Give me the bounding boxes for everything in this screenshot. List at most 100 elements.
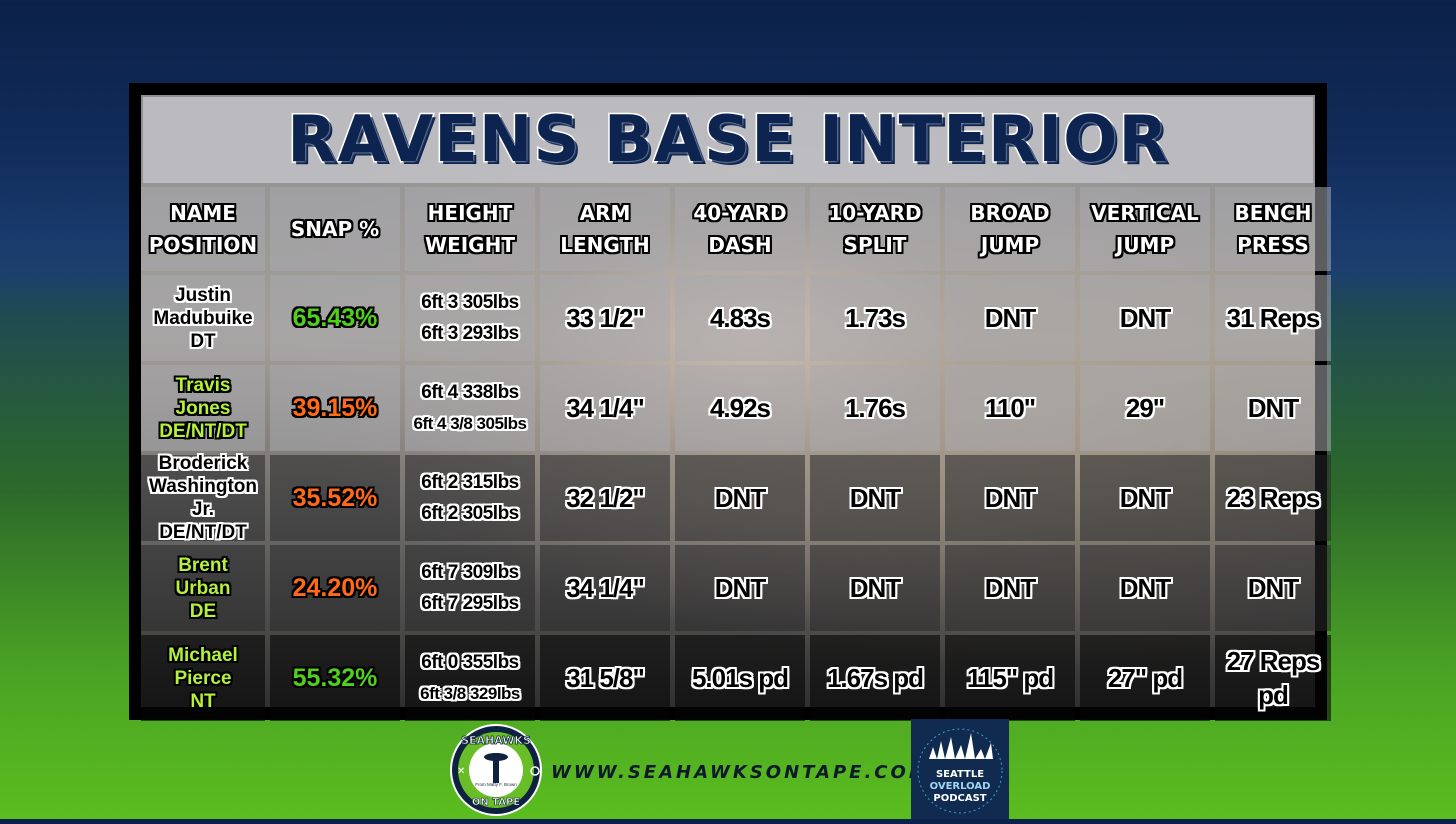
player-name-line: DE bbox=[189, 600, 217, 622]
player-name-line: DE/NT/DT bbox=[159, 522, 247, 543]
height-weight-cell: 6ft 0 355lbs 6ft 3/8 329lbs bbox=[405, 635, 535, 721]
snap-percent: 39.15% bbox=[292, 393, 378, 422]
bench-cell: DNT bbox=[1215, 365, 1331, 451]
broad-cell: DNT bbox=[945, 455, 1075, 541]
column-header-label: WEIGHT bbox=[425, 233, 515, 257]
column-header: SNAP % bbox=[270, 187, 400, 271]
height-weight-line: 6ft 3 293lbs bbox=[421, 323, 519, 344]
arm-cell: 31 5/8" bbox=[540, 635, 670, 721]
height-weight-line: 6ft 4 338lbs bbox=[421, 382, 519, 403]
player-name-line: Travis bbox=[175, 374, 231, 396]
player-name-line: Pierce bbox=[174, 667, 232, 689]
split-value: DNT bbox=[849, 483, 901, 513]
arm-cell: 33 1/2" bbox=[540, 275, 670, 361]
broad-value: DNT bbox=[984, 573, 1036, 603]
vertical-value: DNT bbox=[1119, 303, 1171, 333]
column-header: VERTICAL JUMP bbox=[1080, 187, 1210, 271]
column-header-label: POSITION bbox=[148, 233, 258, 257]
snap-percent-cell: 65.43% bbox=[270, 275, 400, 361]
title-bar: RAVENS BASE INTERIOR bbox=[143, 97, 1313, 183]
svg-text:✕: ✕ bbox=[457, 766, 465, 777]
vertical-value: 29" bbox=[1125, 393, 1165, 423]
vertical-cell: DNT bbox=[1080, 275, 1210, 361]
arm-value: 34 1/4" bbox=[566, 393, 645, 423]
dash-value: DNT bbox=[714, 573, 766, 603]
seahawks-on-tape-logo: SEAHAWKS From Matty F. Brown ON TAPE ✕ bbox=[449, 723, 543, 817]
player-name-line: DT bbox=[190, 330, 216, 352]
dash-cell: DNT bbox=[675, 455, 805, 541]
snap-percent-cell: 35.52% bbox=[270, 455, 400, 541]
snap-percent: 24.20% bbox=[292, 573, 378, 602]
arm-value: 33 1/2" bbox=[566, 303, 645, 333]
split-cell: 1.67s pd bbox=[810, 635, 940, 721]
snap-percent-cell: 24.20% bbox=[270, 545, 400, 631]
vertical-value: DNT bbox=[1119, 573, 1171, 603]
stats-table: NAME POSITION SNAP % HEIGHT WEIGHT ARM LENGTH 4… bbox=[141, 187, 1331, 721]
split-cell: DNT bbox=[810, 545, 940, 631]
height-weight-cell: 6ft 7 309lbs 6ft 7 295lbs bbox=[405, 545, 535, 631]
column-header-label: SNAP % bbox=[290, 217, 380, 241]
arm-value: 32 1/2" bbox=[566, 483, 645, 513]
column-header-label: 10-YARD bbox=[828, 201, 922, 225]
logo-left-bottom: ON TAPE bbox=[472, 797, 520, 808]
player-name-line: DE/NT/DT bbox=[159, 420, 247, 442]
column-header: 10-YARD SPLIT bbox=[810, 187, 940, 271]
column-header-label: PRESS bbox=[1237, 233, 1309, 257]
bench-value: pd bbox=[1258, 680, 1289, 710]
snap-percent: 65.43% bbox=[292, 303, 378, 332]
split-cell: 1.73s bbox=[810, 275, 940, 361]
column-header-label: SPLIT bbox=[843, 233, 907, 257]
bench-value: 27 Reps bbox=[1226, 646, 1321, 676]
broad-value: DNT bbox=[984, 303, 1036, 333]
column-header-label: LENGTH bbox=[560, 233, 650, 257]
dash-value: 4.83s bbox=[709, 303, 771, 333]
vertical-cell: 27" pd bbox=[1080, 635, 1210, 721]
vertical-cell: 29" bbox=[1080, 365, 1210, 451]
vertical-value: DNT bbox=[1119, 483, 1171, 513]
player-name-cell: Travis Jones DE/NT/DT bbox=[141, 365, 265, 451]
broad-cell: 115" pd bbox=[945, 635, 1075, 721]
bench-value: 23 Reps bbox=[1226, 483, 1321, 513]
logo-left-sub: From Matty F. Brown bbox=[475, 782, 517, 787]
column-header-label: NAME bbox=[170, 201, 236, 225]
player-name-cell: Justin Madubuike DT bbox=[141, 275, 265, 361]
website-url[interactable]: WWW.SEAHAWKSONTAPE.COM bbox=[551, 762, 930, 783]
logo-left-top: SEAHAWKS bbox=[461, 734, 531, 747]
logo-right-line3: PODCAST bbox=[933, 793, 986, 804]
bench-cell: 23 Reps bbox=[1215, 455, 1331, 541]
column-header-label: HEIGHT bbox=[427, 201, 513, 225]
bench-cell: DNT bbox=[1215, 545, 1331, 631]
snap-percent: 35.52% bbox=[292, 483, 378, 512]
arm-cell: 34 1/4" bbox=[540, 545, 670, 631]
vertical-cell: DNT bbox=[1080, 545, 1210, 631]
column-header-label: JUMP bbox=[1115, 233, 1175, 257]
height-weight-line: 6ft 2 305lbs bbox=[421, 503, 519, 524]
bench-value: DNT bbox=[1247, 573, 1299, 603]
broad-value: 110" bbox=[984, 393, 1036, 423]
snap-percent-cell: 39.15% bbox=[270, 365, 400, 451]
player-name-line: Urban bbox=[175, 577, 231, 599]
dash-cell: 4.92s bbox=[675, 365, 805, 451]
height-weight-line: 6ft 2 315lbs bbox=[421, 472, 519, 493]
bench-cell: 31 Reps bbox=[1215, 275, 1331, 361]
split-value: 1.67s pd bbox=[826, 663, 924, 693]
player-name-line: Washington Jr. bbox=[149, 476, 257, 520]
dash-value: DNT bbox=[714, 483, 766, 513]
player-name-cell: Brent Urban DE bbox=[141, 545, 265, 631]
column-header-label: BENCH bbox=[1234, 201, 1312, 225]
arm-cell: 34 1/4" bbox=[540, 365, 670, 451]
broad-cell: DNT bbox=[945, 275, 1075, 361]
snap-percent-cell: 55.32% bbox=[270, 635, 400, 721]
bench-value: 31 Reps bbox=[1226, 303, 1321, 333]
column-header: ARM LENGTH bbox=[540, 187, 670, 271]
player-name-line: Madubuike bbox=[153, 307, 253, 329]
vertical-cell: DNT bbox=[1080, 455, 1210, 541]
player-name-line: Broderick bbox=[158, 453, 248, 474]
vertical-value: 27" pd bbox=[1107, 663, 1183, 693]
column-header-label: 40-YARD bbox=[693, 201, 787, 225]
logo-right-line2: OVERLOAD bbox=[930, 781, 991, 792]
height-weight-line: 6ft 0 355lbs bbox=[421, 652, 519, 673]
height-weight-line: 6ft 7 309lbs bbox=[421, 562, 519, 583]
column-header: BENCH PRESS bbox=[1215, 187, 1331, 271]
snap-percent: 55.32% bbox=[292, 663, 378, 692]
